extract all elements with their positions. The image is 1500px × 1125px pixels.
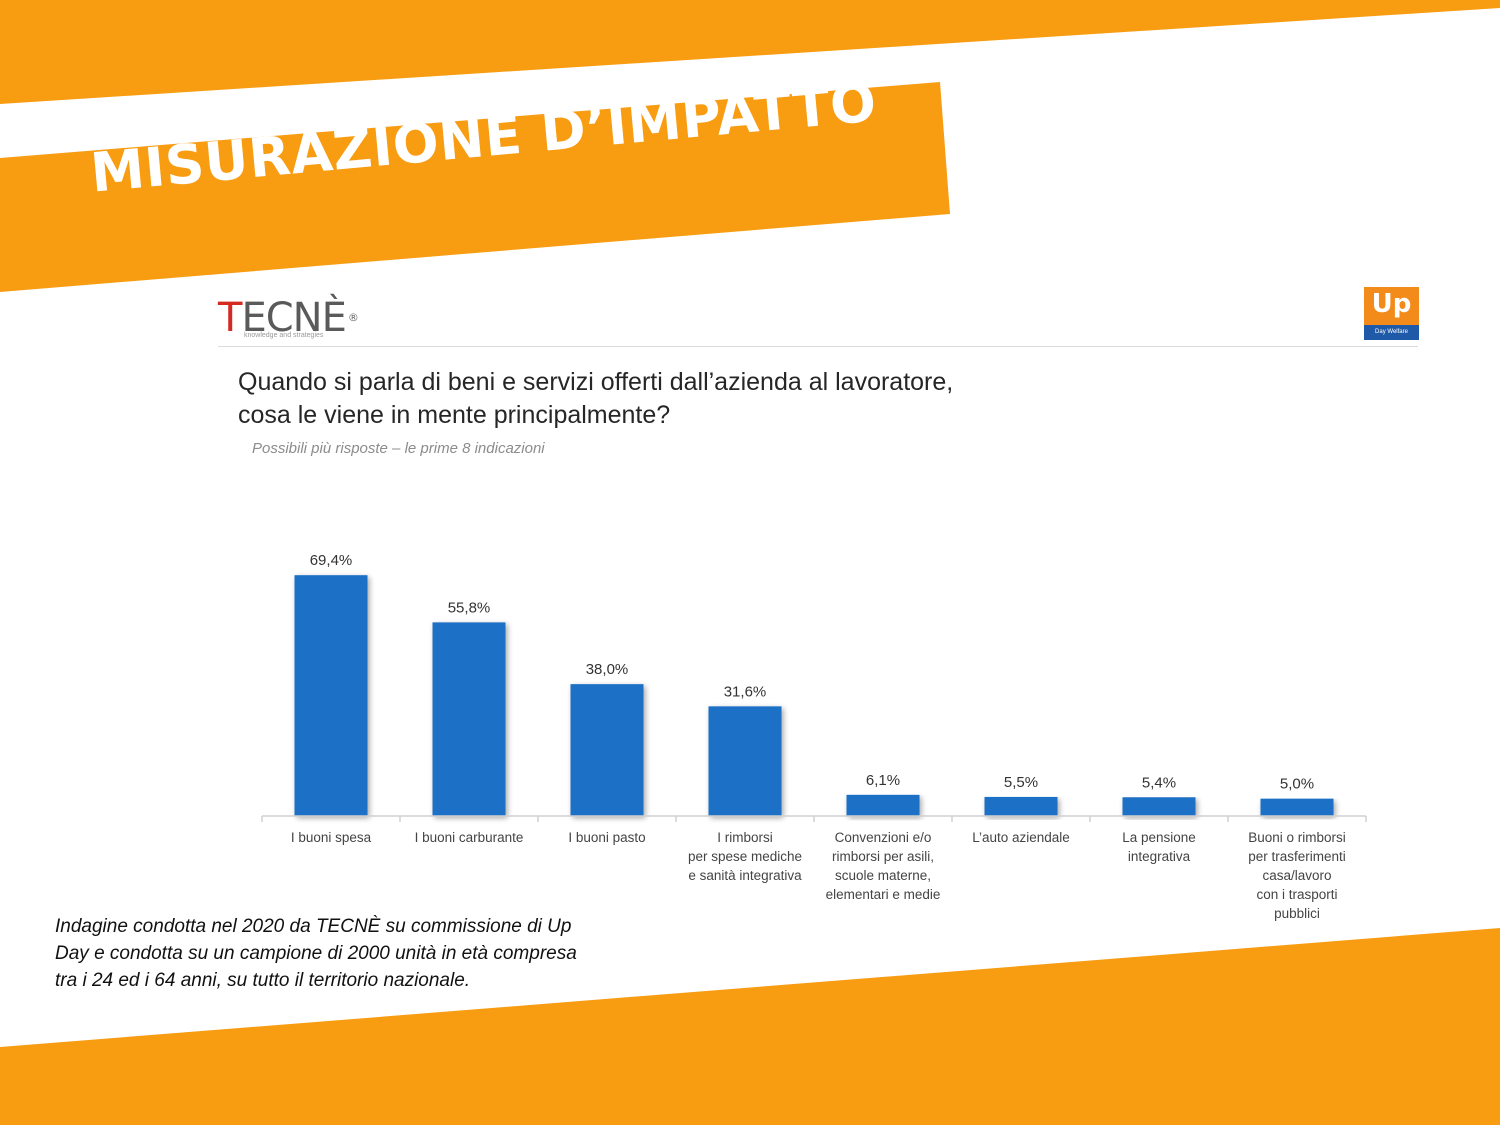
- tecne-logo-word: TECNÈ ®: [218, 295, 359, 341]
- category-label-6: L’auto aziendale: [972, 830, 1070, 845]
- category-label-1: I buoni spesa: [291, 830, 372, 845]
- data-label-3: 38,0%: [586, 661, 629, 678]
- header-divider: [218, 346, 1418, 347]
- category-label-7: La pensione integrativa: [1122, 830, 1196, 864]
- tecne-logo-letters: ECNÈ: [241, 295, 346, 341]
- bar-7: [1122, 797, 1196, 816]
- bar-2: [432, 622, 506, 816]
- bar-6: [984, 796, 1058, 816]
- category-label-3: I buoni pasto: [568, 830, 645, 845]
- category-label-2: I buoni carburante: [415, 830, 524, 845]
- footnote-line-2: Day e condotta su un campione di 2000 un…: [55, 943, 577, 964]
- data-label-7: 5,4%: [1142, 774, 1176, 791]
- category-label-4: I rimborsi per spese mediche e sanità inte…: [688, 830, 802, 883]
- axis-ticks-group: [261, 816, 1367, 822]
- data-label-4: 31,6%: [724, 683, 767, 700]
- title-banner: [0, 82, 950, 292]
- data-labels-group: 69,4% 55,8% 38,0% 31,6% 6,1% 5,5% 5,4% 5,0%: [310, 552, 1314, 792]
- survey-footnote: Indagine condotta nel 2020 da TECNÈ su c…: [55, 913, 655, 994]
- footnote-line-1: Indagine condotta nel 2020 da TECNÈ su c…: [55, 916, 572, 937]
- bar-1: [294, 575, 368, 816]
- bar-5: [846, 794, 920, 816]
- bar-8: [1260, 798, 1334, 816]
- bar-4: [708, 706, 782, 816]
- tecne-logo-letter-t: T: [218, 295, 242, 341]
- category-labels-group: I buoni spesa I buoni carburante I buoni p…: [291, 830, 1346, 921]
- question-subtitle: Possibili più risposte – le prime 8 indi…: [252, 440, 545, 457]
- bars-group: [294, 575, 1334, 816]
- up-logo-tagline: Day Welfare: [1364, 325, 1419, 340]
- data-label-8: 5,0%: [1280, 776, 1314, 793]
- bar-3: [570, 684, 644, 816]
- question-line-1: Quando si parla di beni e servizi offert…: [238, 368, 954, 396]
- registered-mark: ®: [347, 311, 359, 324]
- up-day-logo: Up Day Welfare: [1364, 287, 1419, 340]
- bottom-orange-band: [0, 928, 1500, 1125]
- footnote-line-3: tra i 24 ed i 64 anni, su tutto il terri…: [55, 970, 471, 991]
- up-logo-text: Up: [1371, 289, 1412, 319]
- category-label-5: Convenzioni e/o rimborsi per asili, scuole…: [826, 830, 941, 902]
- data-label-2: 55,8%: [448, 599, 491, 616]
- top-orange-band: [0, 0, 1500, 104]
- survey-question: Quando si parla di beni e servizi offert…: [238, 366, 998, 432]
- data-label-1: 69,4%: [310, 552, 353, 569]
- tecne-logo-tagline: knowledge and strategies: [244, 332, 324, 339]
- question-line-2: cosa le viene in mente principalmente?: [238, 401, 671, 429]
- data-label-5: 6,1%: [866, 772, 900, 789]
- data-label-6: 5,5%: [1004, 774, 1038, 791]
- category-label-8: Buoni o rimborsi per trasferimenti casa/la…: [1248, 830, 1346, 921]
